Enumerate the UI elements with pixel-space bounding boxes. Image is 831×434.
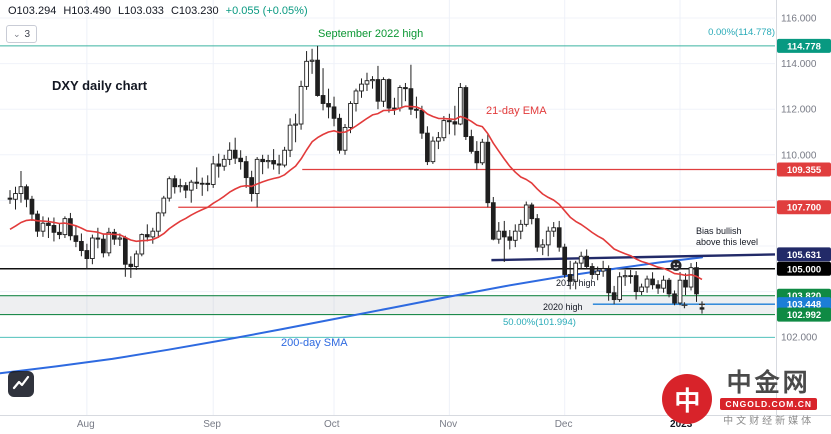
svg-text:103.820: 103.820: [787, 291, 821, 302]
svg-text:107.700: 107.700: [787, 203, 821, 214]
watermark-tagline: 中文财经新媒体: [723, 416, 815, 427]
sticker-icon: [670, 259, 682, 271]
horizontal-levels: [0, 45, 775, 338]
svg-text:102.000: 102.000: [781, 333, 818, 344]
candles-layer: [7, 45, 705, 314]
time-axis-label: Oct: [324, 419, 340, 430]
time-axis-label: Aug: [76, 419, 95, 430]
svg-text:112.000: 112.000: [781, 105, 817, 116]
svg-text:110.000: 110.000: [781, 150, 817, 161]
logo-glyph: 中: [674, 385, 701, 416]
svg-text:105.631: 105.631: [787, 250, 822, 261]
price-axis[interactable]: 116.000 114.000 112.000 110.000 102.000 114.7…: [776, 0, 831, 415]
watermark-domain: CNGOLD.COM.CN: [720, 398, 817, 410]
svg-text:105.000: 105.000: [787, 264, 821, 275]
tradingview-logo[interactable]: [8, 371, 34, 397]
svg-text:102.992: 102.992: [787, 310, 821, 321]
time-axis-label: Dec: [554, 419, 573, 430]
svg-text:103.448: 103.448: [787, 300, 821, 311]
svg-text:114.778: 114.778: [787, 41, 821, 52]
svg-text:116.000: 116.000: [781, 14, 817, 25]
time-axis-label: Sep: [203, 419, 221, 430]
site-watermark: 中 中金网 CNGOLD.COM.CN 中文财经新媒体: [662, 371, 817, 427]
time-axis[interactable]: Aug Sep Oct Nov Dec 2023: [0, 415, 831, 434]
indicators-collapse-button[interactable]: ⌄ 3: [6, 25, 38, 43]
ema-21-line: [9, 105, 703, 281]
cngold-logo-icon: 中: [662, 374, 713, 424]
time-axis-label: 2023: [670, 419, 693, 430]
chevron-down-icon: ⌄: [13, 28, 21, 39]
indicator-count: 3: [24, 28, 31, 40]
svg-text:114.000: 114.000: [781, 59, 817, 70]
watermark-name: 中金网: [726, 369, 811, 397]
svg-text:109.355: 109.355: [787, 165, 822, 176]
support-band: [0, 295, 775, 315]
time-axis-label: Nov: [439, 419, 458, 430]
price-markers: [681, 301, 705, 309]
candlestick-chart[interactable]: 116.000 114.000 112.000 110.000 102.000 114.7…: [0, 0, 831, 415]
